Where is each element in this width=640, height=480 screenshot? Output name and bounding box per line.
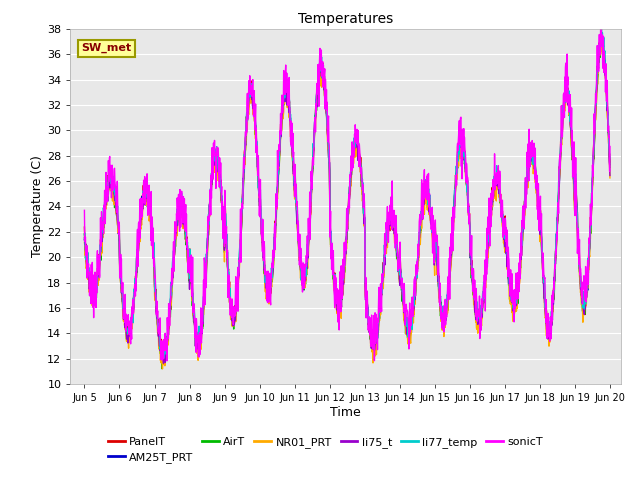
Y-axis label: Temperature (C): Temperature (C) (31, 156, 44, 257)
Text: SW_met: SW_met (81, 43, 132, 53)
Title: Temperatures: Temperatures (298, 12, 393, 26)
X-axis label: Time: Time (330, 406, 361, 419)
Legend: PanelT, AM25T_PRT, AirT, NR01_PRT, li75_t, li77_temp, sonicT: PanelT, AM25T_PRT, AirT, NR01_PRT, li75_… (104, 432, 547, 468)
